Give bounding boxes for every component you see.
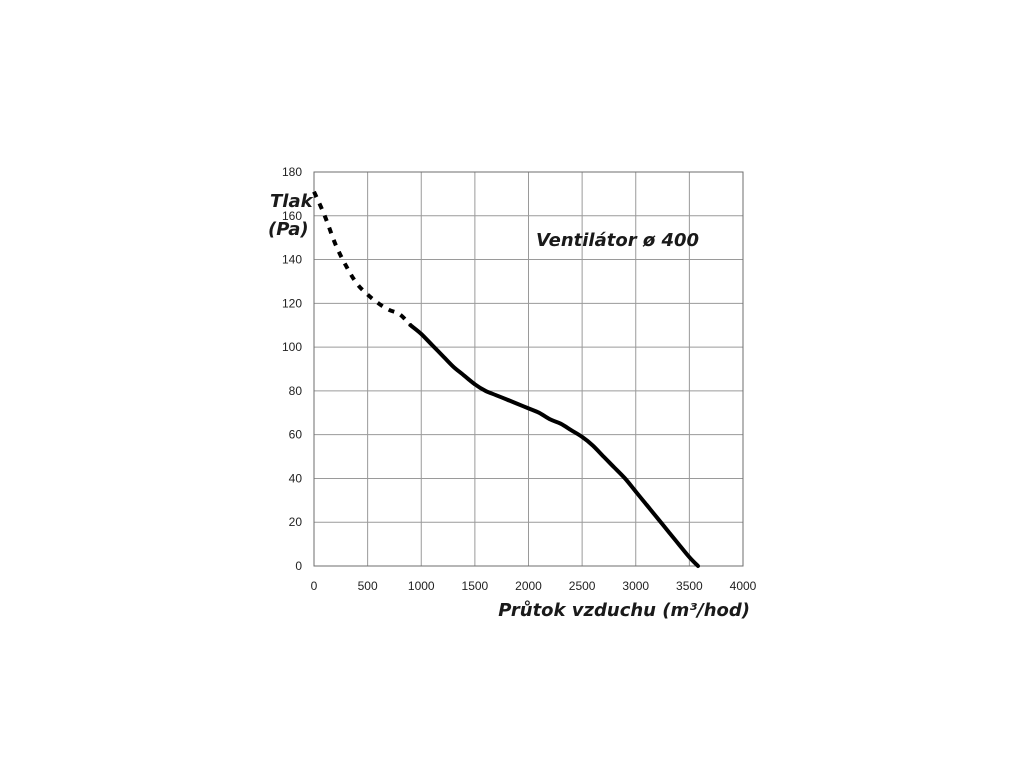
x-tick-label: 2500 [569, 579, 596, 593]
tick-labels: 0 500 1000 1500 2000 2500 3000 3500 4000 0 20 40 60 8… [282, 165, 757, 593]
y-tick-label: 40 [289, 471, 303, 485]
y-tick-label: 100 [282, 340, 302, 354]
x-tick-label: 4000 [730, 579, 757, 593]
y-tick-label: 80 [289, 384, 303, 398]
x-tick-label: 2000 [515, 579, 542, 593]
y-tick-label: 60 [289, 428, 303, 442]
grid-lines [313, 171, 744, 567]
y-axis-label-line2: (Pa) [268, 219, 309, 240]
y-axis-label-line1: Tlak [270, 191, 314, 212]
series-group [312, 190, 700, 568]
y-tick-label: 120 [282, 296, 302, 310]
plot-frame [313, 171, 744, 567]
y-tick-label: 180 [282, 165, 302, 179]
y-tick-label: 160 [282, 209, 302, 223]
x-tick-label: 500 [358, 579, 378, 593]
y-tick-label: 0 [295, 559, 302, 573]
x-tick-label: 3500 [676, 579, 703, 593]
x-tick-label: 1500 [462, 579, 489, 593]
x-tick-label: 0 [311, 579, 318, 593]
x-axis-label: Průtok vzduchu (m³/hod) [498, 600, 750, 621]
x-tick-label: 3000 [622, 579, 649, 593]
series-line-solid [408, 323, 700, 568]
series-line-dashed [312, 190, 412, 327]
chart-title: Ventilátor ø 400 [536, 230, 699, 251]
y-tick-label: 140 [282, 253, 302, 267]
y-tick-label: 20 [289, 515, 303, 529]
x-tick-label: 1000 [408, 579, 435, 593]
